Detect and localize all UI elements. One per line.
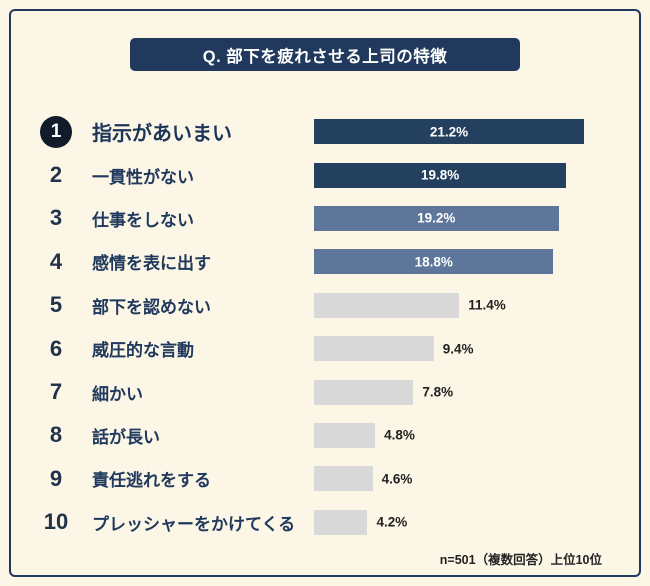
value-bar xyxy=(314,336,434,362)
category-label: 仕事をしない xyxy=(92,210,194,230)
rank-number: 6 xyxy=(49,335,63,361)
value-bar xyxy=(314,119,584,145)
percent-label: 4.6% xyxy=(381,471,413,487)
percent-label: 4.8% xyxy=(384,427,415,443)
category-label: 感情を表に出す xyxy=(92,254,211,274)
ranking-row: 7 細かい 7.8% xyxy=(30,370,612,413)
category-label: プレッシャーをかけてくる xyxy=(92,514,296,534)
percent-label: 11.4% xyxy=(468,297,506,313)
ranking-list: 1 指示があいまい 21.2% 2 一貫性がない 19.8% 3 仕事をしない … xyxy=(30,110,612,544)
value-bar xyxy=(314,422,376,448)
rank-number: 4 xyxy=(49,248,63,274)
rank-number: 10 xyxy=(43,509,69,535)
chart-title-badge: Q. 部下を疲れさせる上司の特徴 xyxy=(130,38,520,71)
bar-track: 11.4% xyxy=(314,292,612,318)
category-label: 一貫性がない xyxy=(92,167,194,187)
percent-label: 19.2% xyxy=(417,210,456,226)
value-bar xyxy=(314,205,559,231)
percent-label: 19.8% xyxy=(420,167,460,183)
category-label: 細かい xyxy=(92,384,143,404)
percent-label: 9.4% xyxy=(442,341,474,357)
rank-number: 9 xyxy=(49,465,63,491)
value-bar xyxy=(314,162,567,188)
percent-label: 21.2% xyxy=(429,124,469,140)
ranking-row: 5 部下を認めない 11.4% xyxy=(30,284,612,327)
bar-track: 21.2% xyxy=(314,119,612,145)
sample-size-note: n=501（複数回答）上位10位 xyxy=(439,553,602,567)
rank-number: 2 xyxy=(49,162,63,188)
rank-number: 1 xyxy=(30,115,82,148)
value-bar xyxy=(314,466,373,492)
percent-label: 7.8% xyxy=(422,384,454,400)
category-label: 部下を認めない xyxy=(92,297,211,317)
bar-track: 19.2% xyxy=(314,205,612,231)
value-bar xyxy=(314,379,414,405)
value-bar xyxy=(314,292,460,318)
ranking-row: 4 感情を表に出す 18.8% xyxy=(30,240,612,283)
chart-title: Q. 部下を疲れさせる上司の特徴 xyxy=(202,47,448,66)
bar-track: 7.8% xyxy=(314,379,612,405)
category-label: 指示があいまい xyxy=(92,123,232,146)
ranking-row: 1 指示があいまい 21.2% xyxy=(30,110,612,153)
bar-track: 9.4% xyxy=(314,336,612,362)
percent-label: 4.2% xyxy=(376,514,408,530)
ranking-row: 10 プレッシャーをかけてくる 4.2% xyxy=(30,501,612,544)
category-label: 威圧的な言動 xyxy=(92,341,194,361)
rank-number: 7 xyxy=(49,379,63,405)
ranking-row: 3 仕事をしない 19.2% xyxy=(30,197,612,240)
value-bar xyxy=(314,249,554,275)
ranking-row: 6 威圧的な言動 9.4% xyxy=(30,327,612,370)
rank-number: 3 xyxy=(49,205,63,231)
bar-track: 4.6% xyxy=(314,466,612,492)
category-label: 話が長い xyxy=(92,427,160,447)
bar-track: 18.8% xyxy=(314,249,612,275)
ranking-row: 9 責任逃れをする 4.6% xyxy=(30,457,612,500)
ranking-row: 2 一貫性がない 19.8% xyxy=(30,153,612,196)
bar-track: 19.8% xyxy=(314,162,612,188)
ranking-row: 8 話が長い 4.8% xyxy=(30,414,612,457)
value-bar xyxy=(314,509,368,535)
rank-number: 5 xyxy=(49,292,63,318)
bar-track: 4.8% xyxy=(314,422,612,448)
percent-label: 18.8% xyxy=(414,254,453,270)
bar-track: 4.2% xyxy=(314,509,612,535)
category-label: 責任逃れをする xyxy=(92,471,211,491)
rank-number: 8 xyxy=(49,422,63,448)
rank-1-badge: 1 xyxy=(40,115,72,148)
